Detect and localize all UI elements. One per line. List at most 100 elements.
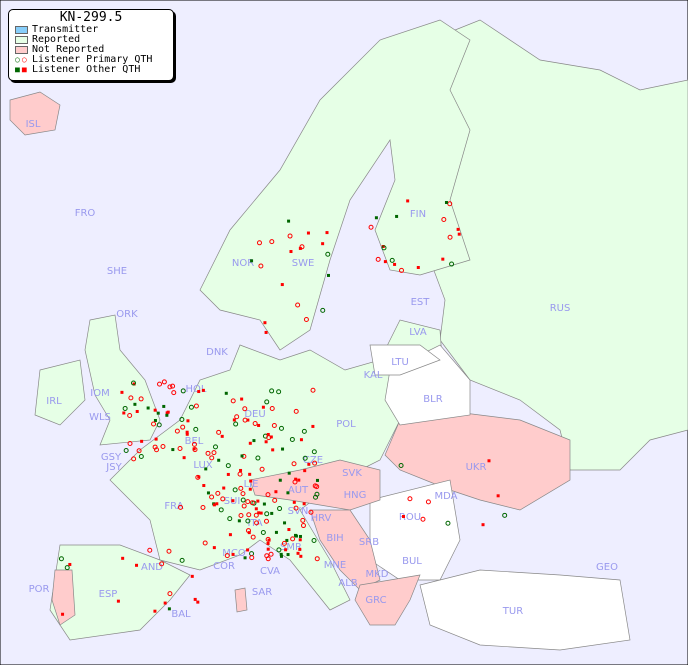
listener-other-marker bbox=[286, 491, 290, 495]
listener-other-marker bbox=[444, 200, 448, 204]
country-label-isl: ISL bbox=[26, 119, 41, 130]
listener-other-marker bbox=[197, 475, 201, 479]
country-label-deu: DEU bbox=[244, 409, 265, 420]
listener-other-marker bbox=[250, 259, 254, 263]
country-label-est: EST bbox=[411, 297, 431, 308]
country-label-dnk: DNK bbox=[206, 347, 228, 358]
country-label-rou: ROU bbox=[399, 512, 421, 523]
listener-other-marker bbox=[311, 424, 315, 428]
listener-other-marker bbox=[135, 409, 139, 413]
listener-primary-marker bbox=[407, 496, 413, 502]
listener-primary-marker bbox=[314, 491, 320, 497]
listener-other-marker bbox=[278, 478, 282, 482]
listener-primary-marker bbox=[215, 490, 221, 496]
listener-primary-marker bbox=[212, 444, 218, 450]
listener-primary-marker bbox=[233, 421, 239, 427]
listener-other-marker bbox=[248, 487, 252, 491]
listener-primary-marker bbox=[314, 556, 320, 562]
listener-primary-marker bbox=[299, 244, 305, 250]
listener-primary-marker bbox=[242, 406, 248, 412]
filled-square-icon: ■ ■ bbox=[15, 65, 27, 74]
listener-primary-marker bbox=[254, 520, 260, 526]
listener-primary-marker bbox=[252, 420, 258, 426]
listener-other-marker bbox=[256, 499, 260, 503]
open-circle-icon: ○ ○ bbox=[15, 55, 27, 64]
listener-primary-marker bbox=[157, 381, 163, 387]
listener-other-marker bbox=[186, 419, 190, 423]
listener-other-marker bbox=[326, 273, 330, 277]
country-label-por: POR bbox=[29, 584, 50, 595]
country-label-esp: ESP bbox=[99, 589, 118, 600]
listener-other-marker bbox=[298, 538, 302, 542]
listener-primary-marker bbox=[325, 251, 331, 257]
listener-primary-marker bbox=[264, 511, 270, 517]
legend-not-reported: Not Reported bbox=[9, 45, 173, 55]
listener-other-marker bbox=[280, 283, 284, 287]
land-scandinavia bbox=[199, 19, 471, 351]
listener-other-marker bbox=[217, 458, 221, 462]
listener-primary-marker bbox=[441, 216, 447, 222]
listener-primary-marker bbox=[225, 463, 231, 469]
listener-primary-marker bbox=[291, 461, 297, 467]
listener-other-marker bbox=[252, 439, 256, 443]
country-label-fra: FRA bbox=[164, 501, 183, 512]
listener-other-marker bbox=[271, 448, 275, 452]
listener-other-marker bbox=[226, 472, 230, 476]
listener-other-marker bbox=[395, 214, 399, 218]
country-label-bal: BAL bbox=[171, 609, 191, 620]
listener-other-marker bbox=[257, 423, 261, 427]
listener-primary-marker bbox=[258, 263, 264, 269]
listener-other-marker bbox=[239, 468, 243, 472]
listener-primary-marker bbox=[205, 450, 211, 456]
listener-other-marker bbox=[294, 534, 298, 538]
country-label-lva: LVA bbox=[409, 327, 427, 338]
listener-primary-marker bbox=[265, 492, 271, 498]
listener-other-marker bbox=[228, 533, 232, 537]
country-label-lux: LUX bbox=[193, 460, 212, 471]
country-label-geo: GEO bbox=[596, 562, 618, 573]
listener-primary-marker bbox=[289, 436, 295, 442]
country-label-bul: BUL bbox=[402, 556, 422, 567]
listener-other-marker bbox=[264, 440, 268, 444]
listener-other-marker bbox=[231, 499, 235, 503]
listener-other-marker bbox=[215, 502, 219, 506]
listener-other-marker bbox=[246, 548, 250, 552]
legend-other-qth: ■ ■ Listener Other QTH bbox=[9, 65, 173, 75]
listener-other-marker bbox=[284, 548, 288, 552]
listener-other-marker bbox=[165, 413, 169, 417]
not-reported-swatch bbox=[15, 46, 28, 54]
listener-primary-marker bbox=[178, 504, 184, 510]
listener-other-marker bbox=[61, 612, 65, 616]
listener-other-marker bbox=[243, 556, 247, 560]
country-label-smr: SMR bbox=[280, 542, 302, 553]
listener-other-marker bbox=[240, 397, 244, 401]
listener-primary-marker bbox=[287, 233, 293, 239]
listener-primary-marker bbox=[128, 395, 134, 401]
listener-other-marker bbox=[146, 406, 150, 410]
listener-primary-marker bbox=[264, 553, 270, 559]
country-label-iom: IOM bbox=[90, 388, 109, 399]
listener-other-marker bbox=[406, 199, 410, 203]
listener-other-marker bbox=[266, 432, 270, 436]
listener-other-marker bbox=[296, 551, 300, 555]
listener-other-marker bbox=[222, 486, 226, 490]
listener-primary-marker bbox=[445, 520, 451, 526]
country-label-grc: GRC bbox=[365, 595, 386, 606]
listener-primary-marker bbox=[368, 224, 374, 230]
land-baltic bbox=[369, 344, 441, 376]
listener-other-marker bbox=[261, 405, 265, 409]
listener-primary-marker bbox=[249, 555, 255, 561]
listener-primary-marker bbox=[268, 551, 274, 557]
listener-primary-marker bbox=[170, 383, 176, 389]
listener-primary-marker bbox=[179, 416, 185, 422]
listener-other-marker bbox=[279, 552, 283, 556]
listener-primary-marker bbox=[200, 505, 206, 511]
land-greece bbox=[354, 574, 421, 626]
listener-primary-marker bbox=[191, 441, 197, 447]
country-label-nor: NOR bbox=[232, 258, 254, 269]
country-label-mne: MNE bbox=[324, 560, 346, 571]
listener-other-marker bbox=[153, 609, 157, 613]
listener-other-marker bbox=[292, 500, 296, 504]
country-label-ork: ORK bbox=[116, 309, 138, 320]
